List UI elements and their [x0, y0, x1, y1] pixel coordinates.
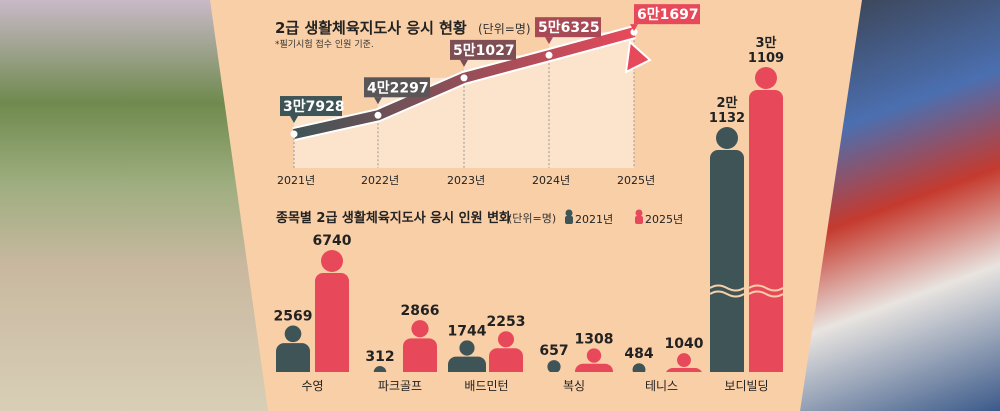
- line-chart-unit: (단위=명): [478, 22, 531, 36]
- person-bar-2021: [373, 366, 387, 372]
- bar-chart-title: 종목별 2급 생활체육지도사 응시 인원 변화: [276, 210, 511, 226]
- label-pointer: [374, 97, 382, 105]
- value-label: 4만2297: [367, 80, 429, 96]
- line-chart-note: *필기시험 접수 인원 기준.: [275, 38, 374, 50]
- bar-value-label: 1132: [709, 111, 745, 126]
- x-tick-label: 2024년: [532, 174, 570, 187]
- value-label-box: [634, 4, 700, 25]
- data-point: [460, 74, 468, 82]
- category-label: 보디빌딩: [724, 379, 768, 393]
- bar-value-label: 1040: [665, 336, 704, 352]
- person-bar-2021: [709, 127, 745, 372]
- bar-value-label: 2569: [274, 309, 313, 325]
- bar-value-label: 2253: [487, 314, 526, 330]
- category-label: 파크골프: [378, 379, 422, 393]
- x-tick-label: 2022년: [361, 174, 399, 187]
- label-pointer: [545, 37, 553, 45]
- x-tick-label: 2025년: [617, 174, 655, 187]
- value-label: 5만1027: [453, 43, 515, 59]
- data-point: [630, 28, 638, 36]
- bar-value-label: 1308: [575, 331, 614, 347]
- value-label-box: [364, 77, 430, 98]
- category-label: 수영: [301, 379, 323, 393]
- value-label: 3만7928: [283, 99, 345, 115]
- bar-value-label: 2866: [401, 303, 440, 319]
- bar-value-label: 6740: [313, 233, 352, 249]
- data-point: [545, 51, 553, 59]
- category-label: 테니스: [645, 379, 678, 393]
- bar-value-label: 312: [365, 349, 394, 365]
- category-label: 배드민턴: [464, 379, 508, 393]
- legend-2025-icon: [635, 209, 643, 217]
- x-tick-label: 2021년: [277, 174, 315, 187]
- legend-2025: 2025년: [645, 213, 683, 226]
- value-label-box: [450, 39, 516, 60]
- person-bar-2025: [489, 331, 523, 372]
- line-chart-title: 2급 생활체육지도사 응시 현황: [275, 19, 467, 37]
- person-bar-2025: [748, 67, 784, 372]
- person-bar-2021: [276, 325, 310, 372]
- value-label-box: [280, 96, 342, 117]
- bar-value-label: 2만: [716, 95, 737, 111]
- person-bar-2025: [666, 353, 702, 372]
- value-label-box: [535, 17, 601, 38]
- person-bar-2021: [547, 360, 561, 372]
- axis-break-icon: [709, 284, 745, 298]
- label-pointer: [290, 116, 298, 124]
- label-pointer: [630, 24, 638, 32]
- bar-chart-unit: (단위=명): [508, 212, 556, 225]
- person-bar-2021: [448, 340, 486, 372]
- axis-break-icon: [748, 284, 784, 298]
- legend-2021-icon: [565, 209, 573, 217]
- person-bar-2021: [632, 363, 646, 372]
- value-label: 6만1697: [637, 7, 699, 23]
- bar-value-label: 657: [539, 343, 568, 359]
- person-bar-2025: [315, 250, 349, 372]
- person-bar-2025: [575, 348, 613, 372]
- bar-value-label: 484: [624, 346, 653, 362]
- legend-2021: 2021년: [575, 213, 613, 226]
- value-label: 5만6325: [538, 20, 600, 36]
- legend-2021-body: [565, 216, 573, 224]
- label-pointer: [460, 59, 468, 67]
- data-point: [374, 111, 382, 119]
- legend-2025-body: [635, 216, 643, 224]
- data-point: [290, 130, 298, 138]
- bar-value-label: 3만: [755, 35, 776, 51]
- arrow-head-icon: [624, 39, 652, 74]
- bar-value-label: 1109: [748, 51, 784, 66]
- category-label: 복싱: [563, 379, 585, 393]
- bar-value-label: 1744: [448, 323, 487, 339]
- x-tick-label: 2023년: [447, 174, 485, 187]
- person-bar-2025: [403, 320, 437, 372]
